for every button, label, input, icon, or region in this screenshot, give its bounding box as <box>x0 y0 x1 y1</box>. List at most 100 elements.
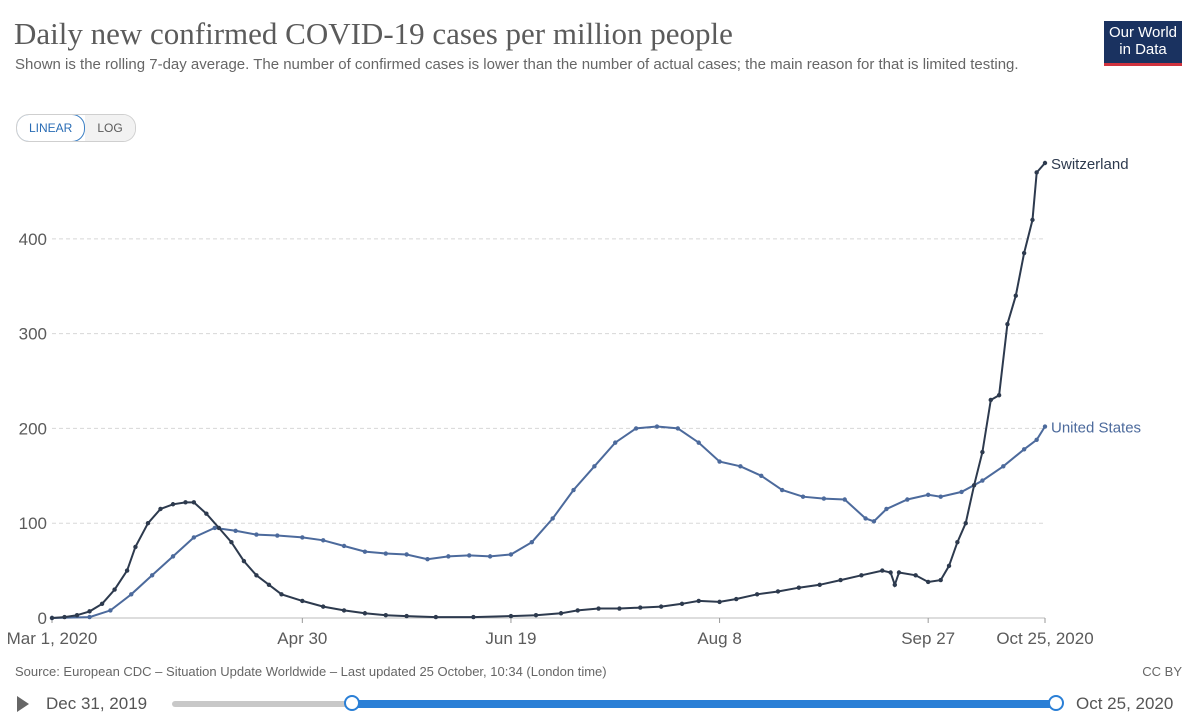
data-point <box>884 506 889 512</box>
data-point <box>108 608 113 613</box>
y-tick-label: 0 <box>38 609 47 628</box>
data-point <box>425 557 430 562</box>
data-point <box>679 601 685 606</box>
data-point <box>980 449 985 455</box>
data-point <box>988 397 993 403</box>
data-point <box>971 483 977 488</box>
data-point <box>1030 217 1035 223</box>
data-point <box>300 598 305 604</box>
data-point <box>87 609 92 614</box>
data-point <box>341 608 347 613</box>
data-point <box>938 577 943 583</box>
data-point <box>191 535 197 540</box>
data-point <box>204 511 209 516</box>
data-point <box>49 615 55 621</box>
data-point <box>1021 250 1027 256</box>
data-point <box>433 614 439 620</box>
data-point <box>241 558 247 564</box>
linear-scale-button[interactable]: LINEAR <box>16 115 86 141</box>
data-point <box>938 494 943 499</box>
data-point <box>254 532 259 537</box>
data-point <box>617 606 622 611</box>
data-point <box>775 589 781 594</box>
y-tick-label: 300 <box>19 325 47 344</box>
chart-title: Daily new confirmed COVID-19 cases per m… <box>14 16 733 51</box>
data-point <box>1013 293 1018 298</box>
chart-subtitle: Shown is the rolling 7-day average. The … <box>15 56 1019 73</box>
scale-toggle: LINEAR LOG <box>16 114 136 142</box>
data-point <box>1034 437 1039 442</box>
data-point <box>880 568 885 573</box>
owid-logo[interactable]: Our World in Data <box>1104 21 1182 66</box>
data-point <box>74 612 80 618</box>
y-tick-label: 400 <box>19 230 47 249</box>
data-point <box>888 570 893 575</box>
data-point <box>533 612 539 618</box>
data-point <box>112 587 117 592</box>
timeline-start-handle[interactable] <box>344 695 360 711</box>
series-line-united-states <box>51 425 1046 619</box>
data-point <box>191 500 197 505</box>
series-label: United States <box>1051 420 1141 437</box>
x-tick-label: Apr 30 <box>277 629 327 648</box>
data-point <box>446 554 451 559</box>
data-point <box>896 570 902 575</box>
log-scale-button[interactable]: LOG <box>85 115 135 141</box>
x-tick-label: Aug 8 <box>697 629 741 648</box>
data-point <box>658 604 664 609</box>
timeline: Dec 31, 2019 Oct 25, 2020 <box>0 688 1200 719</box>
data-point <box>905 497 910 502</box>
data-point <box>696 440 701 445</box>
data-point <box>149 573 155 578</box>
data-point <box>383 551 388 556</box>
x-tick-label: Oct 25, 2020 <box>996 629 1093 648</box>
data-point <box>1001 464 1006 469</box>
x-tick-label: Mar 1, 2020 <box>7 629 98 648</box>
data-point <box>362 611 368 616</box>
data-point <box>925 492 931 497</box>
data-point <box>229 539 234 545</box>
data-point <box>133 544 138 550</box>
data-point <box>487 554 493 559</box>
data-point <box>279 592 284 597</box>
series-label: Switzerland <box>1051 156 1129 173</box>
data-point <box>233 528 238 533</box>
data-point <box>404 552 409 557</box>
data-point <box>717 459 722 464</box>
logo-line-1: Our World <box>1108 24 1178 41</box>
data-point <box>1005 321 1010 327</box>
line-chart: 0 100 200 300 400 Mar 1, 2020 Apr 30 Jun 19 Aug … <box>7 156 1141 648</box>
data-point <box>158 506 163 512</box>
data-point <box>170 554 176 559</box>
data-point <box>863 516 868 521</box>
data-point <box>266 582 272 588</box>
data-point <box>216 525 222 531</box>
timeline-selected-range[interactable] <box>352 700 1056 708</box>
data-point <box>508 613 514 619</box>
data-point <box>592 464 597 469</box>
data-point <box>254 573 259 578</box>
series-line-switzerland <box>51 162 1046 619</box>
play-icon[interactable] <box>17 696 29 712</box>
data-point <box>675 426 681 431</box>
data-point <box>717 599 722 605</box>
data-point <box>99 601 105 606</box>
logo-line-2: in Data <box>1119 41 1167 58</box>
source-note: Source: European CDC – Situation Update … <box>15 664 607 679</box>
data-point <box>796 585 802 590</box>
data-point <box>613 440 618 445</box>
data-point <box>362 549 368 554</box>
license-link[interactable]: CC BY <box>1142 664 1182 679</box>
data-point <box>529 539 535 545</box>
data-point <box>633 426 639 431</box>
data-point <box>300 535 305 540</box>
x-tick-label: Jun 19 <box>485 629 536 648</box>
data-point <box>696 598 701 604</box>
data-point <box>341 543 347 549</box>
data-point <box>275 533 280 538</box>
timeline-end-handle[interactable] <box>1048 695 1064 711</box>
data-point <box>145 521 151 526</box>
data-point <box>842 497 847 502</box>
data-point <box>955 539 960 545</box>
data-point <box>596 606 601 611</box>
